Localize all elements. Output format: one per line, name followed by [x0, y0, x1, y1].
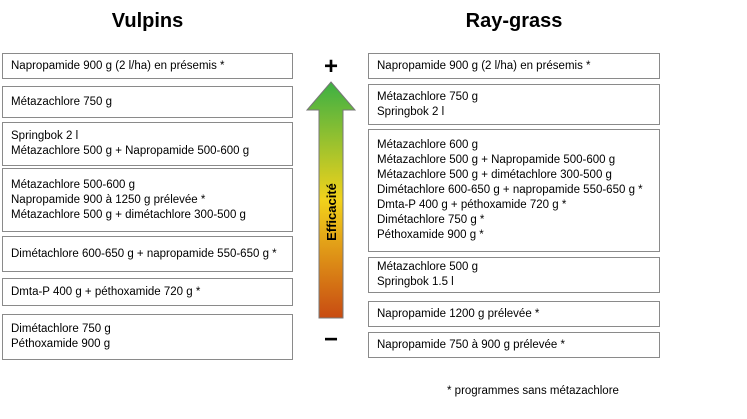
- herbicide-line: Métazachlore 500 g: [377, 261, 479, 273]
- vulpins-title: Vulpins: [111, 10, 184, 32]
- vulpins-box: Dimétachlore 750 g Péthoxamide 900 g: [2, 314, 293, 360]
- vulpins-box: Métazachlore 750 g: [2, 86, 293, 118]
- efficacy-arrow: Efficacité: [305, 80, 357, 320]
- herbicide-line: Métazachlore 500 g + dimétachlore 300-50…: [11, 208, 246, 221]
- herbicide-line: Dimétachlore 750 g *: [377, 214, 485, 226]
- vulpins-box: Dimétachlore 600-650 g + napropamide 550…: [2, 236, 293, 272]
- herbicide-line: Dimétachlore 750 g: [11, 323, 111, 335]
- herbicide-line: Métazachlore 500 g + Napropamide 500-600…: [377, 154, 616, 166]
- vulpins-box: Dmta-P 400 g + péthoxamide 720 g *: [2, 278, 293, 306]
- herbicide-line: Métazachlore 500 g + Napropamide 500-600…: [11, 145, 250, 157]
- herbicide-line: Métazachlore 500 g + dimétachlore 300-50…: [377, 169, 612, 181]
- vulpins-box: Napropamide 900 g (2 l/ha) en présemis *: [2, 53, 293, 79]
- herbicide-line: Métazachlore 500-600 g: [11, 178, 136, 191]
- ray-grass-box: Métazachlore 750 g Springbok 2 l: [368, 84, 660, 125]
- herbicide-line: Métazachlore 600 g: [377, 139, 479, 151]
- ray-grass-box: Napropamide 750 à 900 g prélevée *: [368, 332, 660, 358]
- plus-sign: +: [323, 53, 338, 80]
- herbicide-line: Métazachlore 750 g: [377, 90, 479, 103]
- efficacy-label: Efficacité: [324, 183, 339, 241]
- herbicide-line: Napropamide 900 à 1250 g prélevée *: [11, 193, 206, 206]
- herbicide-line: Péthoxamide 900 g *: [377, 229, 484, 241]
- herbicide-line: Napropamide 900 g (2 l/ha) en présemis *: [11, 59, 225, 72]
- herbicide-line: Dmta-P 400 g + péthoxamide 720 g *: [377, 199, 567, 211]
- herbicide-line: Métazachlore 750 g: [11, 95, 113, 108]
- herbicide-line: Dimétachlore 600-650 g + napropamide 550…: [11, 247, 277, 260]
- vulpins-box: Springbok 2 l Métazachlore 500 g + Naprop…: [2, 122, 293, 166]
- ray-grass-box: Napropamide 900 g (2 l/ha) en présemis *: [368, 53, 660, 79]
- vulpins-box: Métazachlore 500-600 g Napropamide 900 à …: [2, 168, 293, 232]
- minus-sign: −: [323, 326, 338, 353]
- ray-grass-title: Ray-grass: [465, 10, 563, 32]
- herbicide-line: Napropamide 750 à 900 g prélevée *: [377, 338, 565, 351]
- herbicide-line: Dimétachlore 600-650 g + napropamide 550…: [377, 184, 643, 196]
- herbicide-line: Péthoxamide 900 g: [11, 338, 111, 350]
- efficacy-arrow-icon: Efficacité: [305, 81, 357, 319]
- herbicide-line: Napropamide 1200 g prélevée *: [377, 307, 540, 320]
- footnote: * programmes sans métazachlore: [447, 385, 619, 397]
- herbicide-line: Springbok 2 l: [11, 130, 79, 142]
- herbicide-line: Springbok 1.5 l: [377, 276, 454, 288]
- ray-grass-box: Métazachlore 600 g Métazachlore 500 g + N…: [368, 129, 660, 252]
- herbicide-line: Springbok 2 l: [377, 105, 445, 118]
- ray-grass-box: Métazachlore 500 g Springbok 1.5 l: [368, 257, 660, 293]
- herbicide-line: Dmta-P 400 g + péthoxamide 720 g *: [11, 285, 201, 298]
- herbicide-line: Napropamide 900 g (2 l/ha) en présemis *: [377, 59, 591, 72]
- ray-grass-box: Napropamide 1200 g prélevée *: [368, 301, 660, 327]
